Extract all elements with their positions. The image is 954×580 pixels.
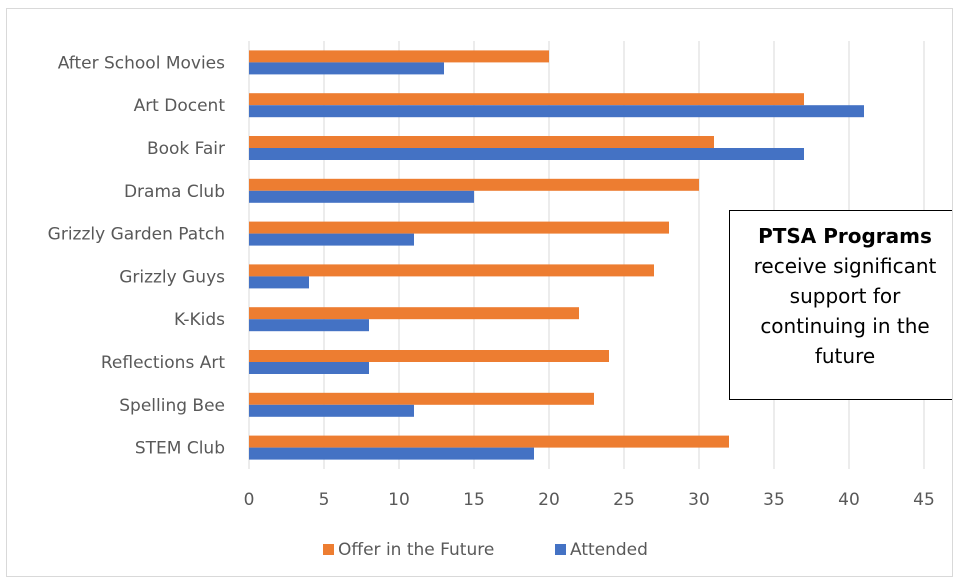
bar xyxy=(249,264,654,277)
bar xyxy=(249,392,594,405)
bar xyxy=(249,136,714,148)
x-tick-label: 25 xyxy=(613,490,635,510)
bar xyxy=(249,50,549,63)
bar xyxy=(249,148,804,160)
chart-area: After School Movies Art Docent Book Fair Dr… xyxy=(6,8,953,577)
annotation-title: PTSA Programs xyxy=(758,224,932,248)
bar xyxy=(249,190,474,203)
x-tick-label: 30 xyxy=(688,490,710,510)
category-labels: After School Movies Art Docent Book Fair Dr… xyxy=(48,53,226,458)
bar xyxy=(249,362,369,374)
annotation-line-3: continuing in the xyxy=(760,314,930,338)
bar xyxy=(249,233,414,246)
annotation-line-4: future xyxy=(814,344,876,368)
legend-swatch xyxy=(555,544,566,555)
category-label: Reflections Art xyxy=(101,353,225,373)
bar-chart: After School Movies Art Docent Book Fair Dr… xyxy=(48,41,935,560)
category-label: After School Movies xyxy=(58,53,225,73)
bar xyxy=(249,105,864,118)
bar xyxy=(249,307,579,320)
bar xyxy=(249,350,609,362)
category-label: K-Kids xyxy=(174,310,225,330)
x-tick-label: 0 xyxy=(244,490,255,510)
x-tick-label: 45 xyxy=(913,490,935,510)
bar xyxy=(249,93,804,106)
bar xyxy=(249,62,444,75)
x-tick-label: 40 xyxy=(838,490,860,510)
x-tick-label: 15 xyxy=(463,490,485,510)
legend-swatch xyxy=(323,544,334,555)
bar xyxy=(249,221,669,234)
x-axis-tick-labels: 0 5 10 15 20 25 30 35 40 45 xyxy=(244,490,935,510)
legend-label: Offer in the Future xyxy=(338,540,494,560)
x-tick-label: 10 xyxy=(388,490,410,510)
bars xyxy=(249,50,864,460)
legend-label: Attended xyxy=(570,540,648,560)
category-label: Drama Club xyxy=(124,182,225,202)
category-label: Art Docent xyxy=(134,96,226,116)
bar xyxy=(249,447,534,460)
category-label: Book Fair xyxy=(147,139,225,159)
category-label: Grizzly Garden Patch xyxy=(48,225,225,245)
legend: Offer in the Future Attended xyxy=(323,540,648,560)
bar xyxy=(249,404,414,417)
annotation-callout: PTSA Programs receive significant suppor… xyxy=(729,210,952,400)
bar xyxy=(249,178,699,191)
bar xyxy=(249,319,369,332)
x-tick-label: 20 xyxy=(538,490,560,510)
annotation-line-2: support for xyxy=(789,284,901,308)
category-label: Spelling Bee xyxy=(119,396,225,416)
annotation-line-1: receive significant xyxy=(753,254,937,278)
x-tick-label: 5 xyxy=(319,490,330,510)
category-label: STEM Club xyxy=(135,439,225,459)
x-tick-label: 35 xyxy=(763,490,785,510)
category-label: Grizzly Guys xyxy=(119,267,225,287)
bar xyxy=(249,276,309,289)
bar xyxy=(249,435,729,448)
